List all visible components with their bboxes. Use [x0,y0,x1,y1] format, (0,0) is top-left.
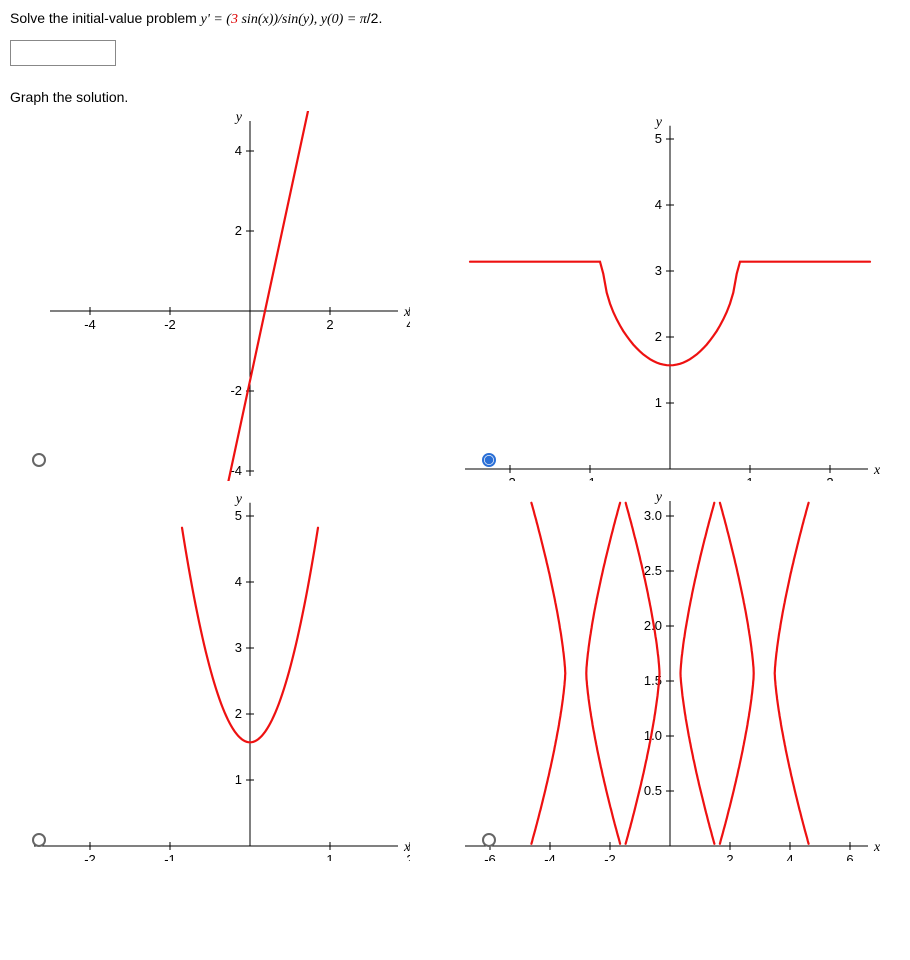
chart-grid: -4 -2 2 4 -4 -2 2 4 x y -2 -1 1 2 1 2 3 4 5 x y -2 -1 1 2 1 2 3 4 5 x y… [10,111,900,861]
svg-text:2.5: 2.5 [644,563,662,578]
svg-text:5: 5 [655,131,662,146]
svg-text:-6: -6 [484,852,496,861]
svg-text:3: 3 [655,263,662,278]
chart-a: -4-224-4-224xy [10,111,410,481]
svg-text:2: 2 [655,329,662,344]
svg-text:4: 4 [235,574,242,589]
svg-text:1: 1 [235,772,242,787]
svg-text:-2: -2 [84,852,96,861]
chart-d: -6-4-22460.51.01.52.02.53.0xy [460,491,880,861]
svg-text:3: 3 [235,640,242,655]
chart-option-c[interactable]: -2-11212345xy [10,491,450,861]
svg-text:-4: -4 [544,852,556,861]
axis-label-x: x [403,840,410,855]
prompt-pre: Solve the initial-value problem [10,10,201,26]
svg-text:3.0: 3.0 [644,508,662,523]
option-radio-a[interactable] [32,453,46,467]
svg-text:-1: -1 [164,852,176,861]
svg-text:-2: -2 [604,852,616,861]
chart-c: -2-11212345xy [10,491,410,861]
svg-text:1: 1 [326,852,333,861]
svg-text:1: 1 [746,475,753,481]
svg-text:2: 2 [326,317,333,332]
option-radio-c[interactable] [32,833,46,847]
svg-text:4: 4 [235,143,242,158]
chart-option-b[interactable]: -2 -1 1 2 1 2 3 4 5 x y [460,111,900,481]
axis-label-x: x [403,305,410,320]
svg-text:-2: -2 [164,317,176,332]
chart-b: -2 -1 1 2 1 2 3 4 5 x y [460,111,880,481]
chart-option-d[interactable]: -6-4-22460.51.01.52.02.53.0xy [460,491,900,861]
axis-label-x: x [873,840,880,855]
svg-text:1: 1 [655,395,662,410]
axis-label-x: x [873,463,880,478]
axis-label-y: y [654,491,663,505]
svg-text:2: 2 [235,223,242,238]
option-radio-d[interactable] [482,833,496,847]
svg-text:-2: -2 [230,383,242,398]
axis-label-y: y [654,115,663,130]
svg-text:2: 2 [235,706,242,721]
svg-text:2: 2 [726,852,733,861]
svg-text:-4: -4 [84,317,96,332]
graph-subhead: Graph the solution. [10,89,900,105]
svg-text:-1: -1 [584,475,596,481]
coefficient: 3 [231,12,238,27]
svg-text:-2: -2 [504,475,516,481]
chart-option-a[interactable]: -4-224-4-224xy [10,111,450,481]
svg-text:4: 4 [655,197,662,212]
option-radio-b[interactable] [482,453,496,467]
svg-text:6: 6 [846,852,853,861]
svg-text:2: 2 [826,475,833,481]
answer-input[interactable] [10,40,116,66]
axis-label-y: y [234,492,243,507]
svg-text:4: 4 [786,852,793,861]
axis-label-y: y [234,111,243,125]
svg-text:0.5: 0.5 [644,783,662,798]
problem-statement: Solve the initial-value problem y' = (3 … [10,10,900,28]
svg-text:5: 5 [235,508,242,523]
